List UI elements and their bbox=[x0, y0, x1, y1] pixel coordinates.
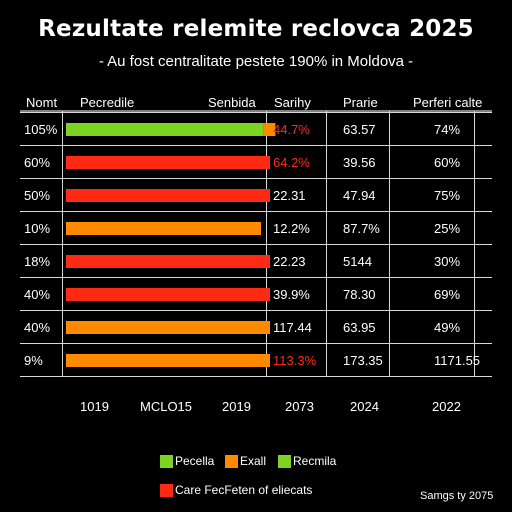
bar bbox=[66, 288, 270, 301]
legend-swatch bbox=[160, 484, 173, 497]
value-cell: 78.30 bbox=[343, 287, 376, 302]
value-cell: 69% bbox=[434, 287, 461, 302]
value-cell: 64.2% bbox=[273, 155, 310, 170]
x-tick-label: 2073 bbox=[285, 399, 314, 414]
value-cell: 22.23 bbox=[273, 254, 306, 269]
x-tick-label: 2019 bbox=[222, 399, 251, 414]
value-cell: 25% bbox=[434, 221, 461, 236]
legend-swatch bbox=[278, 455, 291, 468]
column-header: Senbida bbox=[208, 95, 256, 110]
bar bbox=[66, 354, 270, 367]
value-cell: 5144 bbox=[343, 254, 372, 269]
value-cell: 47.94 bbox=[343, 188, 376, 203]
x-tick-label: 1019 bbox=[80, 399, 109, 414]
row-label: 10% bbox=[24, 221, 51, 236]
value-cell: 60% bbox=[434, 155, 461, 170]
value-cell: 49% bbox=[434, 320, 461, 335]
value-cell: 39.56 bbox=[343, 155, 376, 170]
x-tick-label: MCLO15 bbox=[140, 399, 193, 414]
bar bbox=[66, 321, 270, 334]
x-tick-label: 2024 bbox=[350, 399, 379, 414]
value-cell: 173.35 bbox=[343, 353, 383, 368]
bar bbox=[66, 222, 261, 235]
bar bbox=[66, 123, 264, 136]
value-cell: 63.95 bbox=[343, 320, 376, 335]
legend-swatch bbox=[225, 455, 238, 468]
row-label: 105% bbox=[24, 122, 58, 137]
legend-label: Exall bbox=[240, 454, 267, 468]
legend-swatch bbox=[160, 455, 173, 468]
value-cell: 117.44 bbox=[273, 320, 312, 335]
column-header: Sarihy bbox=[274, 95, 311, 110]
column-header: Pecredile bbox=[80, 95, 135, 110]
value-cell: 63.57 bbox=[343, 122, 376, 137]
row-label: 50% bbox=[24, 188, 51, 203]
value-cell: 22.31 bbox=[273, 188, 306, 203]
chart-subtitle: - Au fost centralitate pestete 190% in M… bbox=[98, 53, 414, 70]
row-label: 40% bbox=[24, 287, 51, 302]
value-cell: 30% bbox=[434, 254, 461, 269]
column-header: Prarie bbox=[343, 95, 378, 110]
bar-cap bbox=[263, 123, 276, 136]
row-label: 18% bbox=[24, 254, 51, 269]
value-cell: 75% bbox=[434, 188, 461, 203]
legend-label: Pecella bbox=[175, 454, 215, 468]
value-cell: 87.7% bbox=[343, 221, 380, 236]
x-tick-label: 2022 bbox=[432, 399, 461, 414]
column-header: Perferi calte bbox=[413, 95, 483, 110]
bar bbox=[66, 156, 270, 169]
bar bbox=[66, 189, 270, 202]
row-label: 9% bbox=[24, 353, 43, 368]
row-label: 40% bbox=[24, 320, 51, 335]
column-header: Nomt bbox=[26, 95, 58, 110]
legend-label: Care FecFeten of eliecats bbox=[175, 483, 313, 497]
value-cell: 12.2% bbox=[273, 221, 310, 236]
legend-label: Recmila bbox=[293, 454, 337, 468]
source-note: Samgs ty 2075 bbox=[420, 490, 494, 502]
bar bbox=[66, 255, 270, 268]
value-cell: 74% bbox=[434, 122, 461, 137]
value-cell: 1171.55 bbox=[434, 353, 481, 368]
chart-title: Rezultate relemite reclovca 2025 bbox=[38, 16, 474, 42]
row-label: 60% bbox=[24, 155, 51, 170]
value-cell: 39.9% bbox=[273, 287, 310, 302]
value-cell: 44.7% bbox=[273, 122, 310, 137]
value-cell: 113.3% bbox=[273, 353, 317, 368]
